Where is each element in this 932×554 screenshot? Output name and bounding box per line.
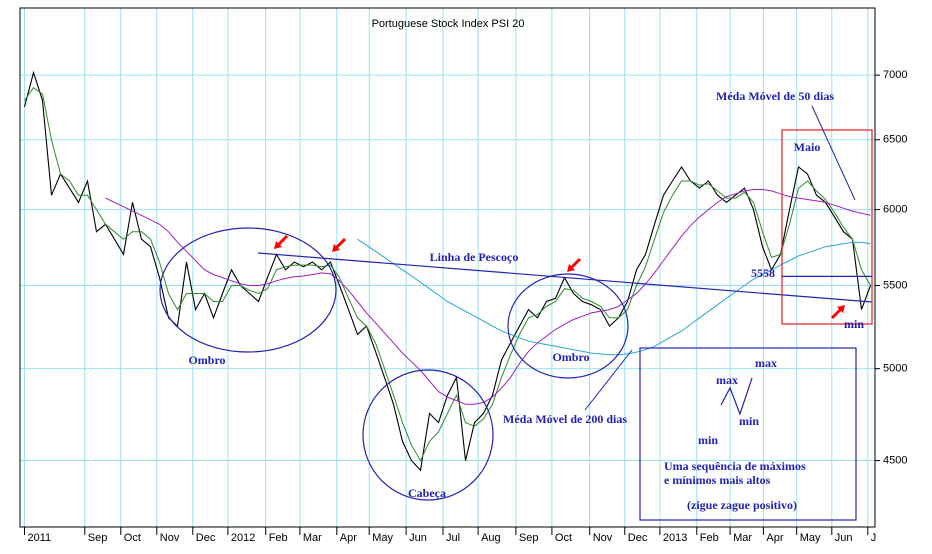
annotation: min bbox=[739, 414, 759, 428]
annotation: max bbox=[755, 356, 777, 370]
annotation: (zigue zague positivo) bbox=[687, 498, 797, 512]
x-tick-label: Apr bbox=[766, 532, 783, 544]
arrow-head bbox=[274, 241, 282, 249]
x-tick-label: Mar bbox=[303, 532, 322, 544]
annotation: Maio bbox=[794, 140, 821, 154]
series-line bbox=[105, 189, 871, 405]
arrows bbox=[274, 234, 845, 320]
chart-title: Portuguese Stock Index PSI 20 bbox=[372, 18, 525, 30]
annotation: e mínimos mais altos bbox=[664, 473, 771, 487]
annotation: Ombro bbox=[188, 353, 225, 367]
y-tick-label: 5000 bbox=[883, 363, 907, 375]
zigzag bbox=[720, 377, 753, 416]
x-tick-label: Oct bbox=[555, 532, 572, 544]
x-tick-label: Apr bbox=[340, 532, 357, 544]
x-tick-label: Aug bbox=[481, 532, 501, 544]
head-ellipse bbox=[362, 369, 494, 501]
annotation: min bbox=[698, 433, 718, 447]
x-tick-label: J bbox=[871, 532, 877, 544]
arrow-head bbox=[332, 244, 340, 252]
annotation: Méda Móvel de 200 dias bbox=[503, 412, 627, 426]
x-tick-label: Dec bbox=[196, 532, 216, 544]
y-tick-label: 6500 bbox=[883, 134, 907, 146]
annotation: Linha de Pescoço bbox=[430, 250, 519, 264]
x-tick-label: Nov bbox=[593, 532, 613, 544]
series-line bbox=[23, 70, 872, 472]
x-tick-label: May bbox=[800, 532, 821, 544]
y-tick-label: 7000 bbox=[883, 69, 907, 81]
series-line bbox=[24, 87, 871, 462]
x-tick-label: Nov bbox=[160, 532, 180, 544]
neckline bbox=[257, 252, 873, 303]
y-tick-label: 5500 bbox=[883, 279, 907, 291]
annotation: Méda Móvel de 50 dias bbox=[716, 89, 834, 103]
shoulder-ellipse bbox=[159, 227, 337, 353]
lines bbox=[23, 70, 872, 472]
x-tick-label: Jun bbox=[409, 532, 427, 544]
annotation: min bbox=[844, 317, 864, 331]
x-tick-label: Feb bbox=[700, 532, 719, 544]
x-tick-label: Oct bbox=[124, 532, 141, 544]
y-tick-label: 4500 bbox=[883, 454, 907, 466]
x-tick-label: 2012 bbox=[231, 532, 255, 544]
x-tick-label: Feb bbox=[269, 532, 288, 544]
arrow-head bbox=[837, 305, 845, 313]
x-tick-label: Dec bbox=[628, 532, 648, 544]
may-box bbox=[781, 129, 873, 325]
plot-frame bbox=[19, 7, 876, 528]
annotation: Uma sequência de máximos bbox=[664, 459, 806, 473]
arrow-head bbox=[567, 264, 575, 272]
shoulder-ellipse bbox=[507, 273, 629, 379]
series-line bbox=[357, 238, 871, 356]
reference-label: 5558 bbox=[751, 266, 775, 280]
annotation: Ombro bbox=[552, 350, 589, 364]
x-tick-label: May bbox=[372, 532, 393, 544]
zigzag-box bbox=[639, 347, 857, 521]
x-tick-label: Jul bbox=[446, 532, 460, 544]
annotation: max bbox=[716, 373, 738, 387]
x-tick-label: Mar bbox=[733, 532, 752, 544]
y-tick-label: 6000 bbox=[883, 204, 907, 216]
x-tick-label: Sep bbox=[88, 532, 108, 544]
x-tick-label: 2013 bbox=[663, 532, 687, 544]
annotation: Cabeça bbox=[408, 486, 446, 500]
x-tick-label: 2011 bbox=[28, 532, 52, 544]
x-tick-label: Sep bbox=[519, 532, 539, 544]
pointer bbox=[811, 105, 856, 201]
annotation-shapes bbox=[159, 105, 873, 521]
pointer bbox=[584, 349, 633, 411]
x-tick-label: Jun bbox=[835, 532, 853, 544]
